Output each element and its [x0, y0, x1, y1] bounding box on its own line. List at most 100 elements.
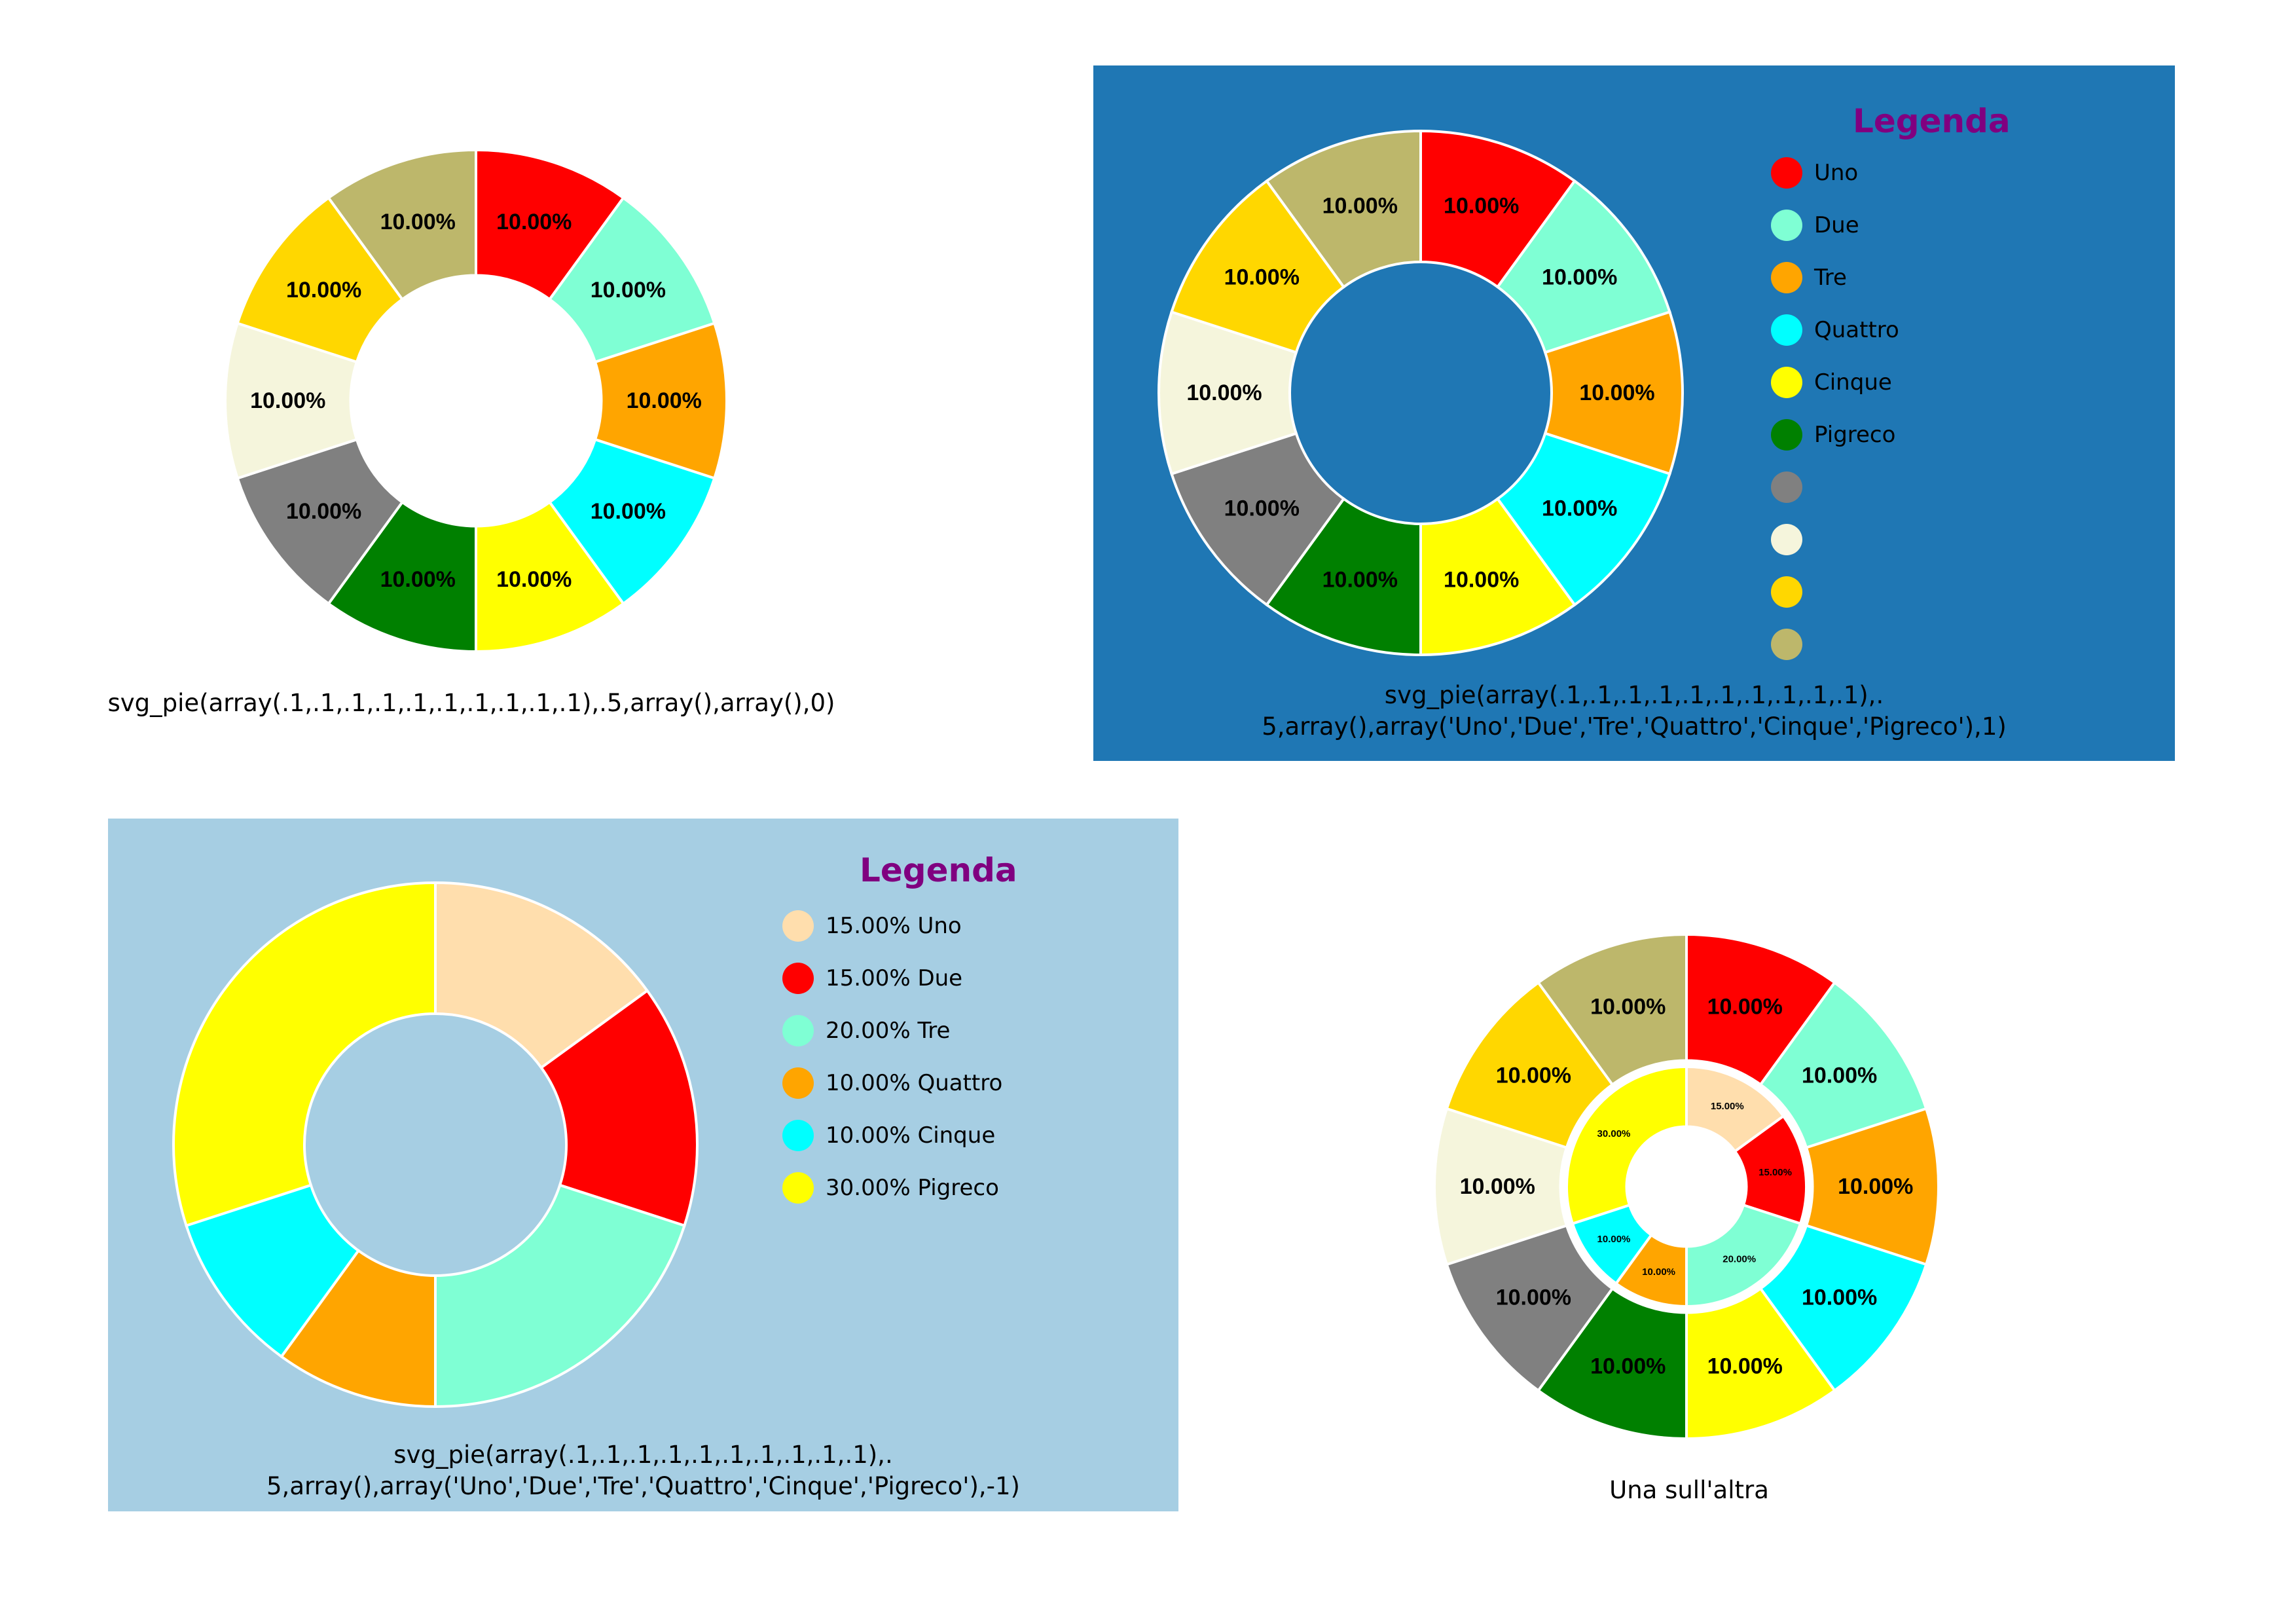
chart-3-legend-label-3: 20.00% Tre: [826, 1018, 951, 1044]
chart-4-caption: Una sull'altra: [1309, 1475, 2069, 1506]
chart-4-ring-1-label-3: 10.00%: [1838, 1174, 1913, 1199]
chart-2-legend-label-1: Uno: [1814, 160, 1859, 186]
chart-4-ring-1-label-7: 10.00%: [1496, 1285, 1571, 1310]
chart-4-ring-2-slice-2: [1733, 1114, 1808, 1226]
donut-chart-3-panel: Legenda 15.00% Uno 15.00% Due 20.00% Tre 10…: [108, 819, 1178, 1511]
chart-2-caption-line-2: 5,array(),array('Uno','Due','Tre','Quatt…: [1262, 712, 2007, 741]
chart-3-caption-line-2: 5,array(),array('Uno','Due','Tre','Quatt…: [266, 1472, 1020, 1500]
chart-1-ring-1-label-10: 10.00%: [380, 210, 456, 234]
chart-2-ring-1-label-6: 10.00%: [1322, 567, 1398, 592]
donut-chart-2: 10.00% 10.00% 10.00% 10.00% 10.00% 10.00% 10.0…: [1157, 129, 1685, 657]
chart-3-legend-swatch-4: [782, 1067, 814, 1099]
chart-4-ring-1-label-4: 10.00%: [1802, 1285, 1877, 1310]
chart-4-caption-line-1: Una sull'altra: [1609, 1476, 1769, 1504]
chart-2-caption-line-1: svg_pie(array(.1,.1,.1,.1,.1,.1,.1,.1,.1…: [1384, 681, 1884, 709]
chart-2-ring-1-label-5: 10.00%: [1444, 567, 1519, 592]
chart-1-ring-1-label-7: 10.00%: [286, 499, 361, 524]
chart-1-ring-1-label-1: 10.00%: [496, 210, 572, 234]
chart-1-caption: svg_pie(array(.1,.1,.1,.1,.1,.1,.1,.1,.1…: [0, 688, 943, 719]
chart-2-ring-1-slice-5: [1419, 497, 1576, 657]
chart-3-ring-1-slice-6: [172, 881, 437, 1228]
chart-2-ring-1-slice-6: [1265, 497, 1422, 657]
chart-4-ring-2-slice-6: [1565, 1065, 1688, 1226]
chart-2-legend-label-3: Tre: [1814, 265, 1847, 291]
donut-chart-3: [172, 881, 699, 1409]
chart-2-ring-1-slice-1: [1419, 129, 1576, 289]
chart-2-legend-swatch-5: [1771, 367, 1802, 398]
chart-2-legend-swatch-2: [1771, 210, 1802, 241]
chart-2-legend-title: Legenda: [1853, 102, 2011, 140]
chart-2-legend-swatch-4: [1771, 314, 1802, 346]
chart-2-legend-swatch-7: [1771, 471, 1802, 503]
donut-chart-1: 10.00% 10.00% 10.00% 10.00% 10.00% 10.00% 10.0…: [224, 148, 728, 654]
chart-3-legend-swatch-1: [782, 910, 814, 942]
chart-4-ring-1-label-9: 10.00%: [1496, 1063, 1571, 1088]
chart-1-ring-1-label-6: 10.00%: [380, 567, 456, 592]
chart-4-ring-1-label-8: 10.00%: [1460, 1174, 1535, 1199]
chart-4-ring-1-slice-10: [1536, 932, 1688, 1087]
chart-3-legend-label-6: 30.00% Pigreco: [826, 1175, 999, 1201]
donut-chart-2-panel: 10.00% 10.00% 10.00% 10.00% 10.00% 10.00% 10.0…: [1093, 65, 2175, 761]
chart-1-ring-1-label-2: 10.00%: [591, 278, 666, 303]
chart-1-ring-1-label-8: 10.00%: [250, 388, 325, 413]
chart-3-legend-title: Legenda: [860, 851, 1017, 889]
chart-2-ring-1-label-8: 10.00%: [1186, 380, 1262, 405]
chart-4-ring-1-label-10: 10.00%: [1590, 994, 1666, 1019]
chart-2-ring-1-slice-10: [1265, 129, 1422, 289]
chart-2-legend-swatch-1: [1771, 157, 1802, 189]
chart-1-ring-1-label-5: 10.00%: [496, 567, 572, 592]
chart-2-ring-1-slice-7: [1170, 432, 1346, 607]
chart-2-legend-swatch-8: [1771, 524, 1802, 555]
chart-3-legend-label-1: 15.00% Uno: [826, 913, 962, 939]
chart-3-legend-label-4: 10.00% Quattro: [826, 1070, 1003, 1096]
chart-3-legend-swatch-6: [782, 1172, 814, 1204]
chart-2-ring-1-label-9: 10.00%: [1224, 265, 1300, 290]
chart-4-ring-2-slice-1: [1685, 1065, 1785, 1154]
chart-3-ring-1-slice-2: [539, 989, 699, 1228]
chart-4-ring-2-label-4: 10.00%: [1642, 1266, 1675, 1278]
chart-3-ring-1-slice-3: [434, 1183, 686, 1409]
donut-chart-4: 10.00% 10.00% 10.00% 10.00% 10.00% 10.00% 10.0…: [1433, 932, 1940, 1441]
chart-2-ring-1-slice-3: [1543, 310, 1685, 476]
chart-2-legend-label-2: Due: [1814, 212, 1859, 238]
chart-2-ring-1-slice-8: [1157, 310, 1298, 476]
chart-4-ring-2-label-2: 15.00%: [1758, 1167, 1792, 1178]
donut-chart-1-panel: 10.00% 10.00% 10.00% 10.00% 10.00% 10.00% 10.0…: [0, 0, 1048, 773]
chart-3-caption: svg_pie(array(.1,.1,.1,.1,.1,.1,.1,.1,.1…: [108, 1439, 1178, 1502]
chart-1-caption-line-1: svg_pie(array(.1,.1,.1,.1,.1,.1,.1,.1,.1…: [107, 689, 835, 717]
chart-2-legend-label-5: Cinque: [1814, 369, 1892, 396]
chart-4-ring-2-label-3: 20.00%: [1722, 1254, 1756, 1265]
chart-4-ring-1-label-1: 10.00%: [1707, 994, 1783, 1019]
chart-4-ring-2-label-5: 10.00%: [1597, 1234, 1631, 1245]
chart-2-ring-1-label-3: 10.00%: [1579, 380, 1654, 405]
chart-3-ring-1-slice-1: [434, 881, 649, 1070]
chart-4-ring-2-label-1: 15.00%: [1711, 1101, 1744, 1112]
chart-2-legend-label-6: Pigreco: [1814, 422, 1896, 448]
chart-1-ring-1-label-3: 10.00%: [627, 388, 702, 413]
chart-1-ring-1-slice-10: [327, 148, 477, 301]
chart-2-ring-1-label-4: 10.00%: [1542, 496, 1617, 521]
chart-4-ring-1-label-6: 10.00%: [1590, 1354, 1666, 1379]
chart-2-caption: svg_pie(array(.1,.1,.1,.1,.1,.1,.1,.1,.1…: [1093, 680, 2175, 743]
chart-2-ring-1-label-10: 10.00%: [1322, 194, 1398, 219]
chart-2-legend-label-4: Quattro: [1814, 317, 1899, 343]
donut-chart-4-panel: 10.00% 10.00% 10.00% 10.00% 10.00% 10.00% 10.0…: [1309, 819, 2160, 1572]
chart-2-ring-1-label-7: 10.00%: [1224, 496, 1300, 521]
chart-2-ring-1-label-2: 10.00%: [1542, 265, 1617, 290]
chart-3-ring-1-slice-4: [280, 1249, 437, 1409]
chart-3-legend-swatch-2: [782, 963, 814, 994]
chart-1-ring-1-label-9: 10.00%: [286, 278, 361, 303]
chart-1-ring-1-label-4: 10.00%: [591, 499, 666, 524]
chart-4-ring-1-label-5: 10.00%: [1707, 1354, 1783, 1379]
chart-4-ring-1-label-2: 10.00%: [1802, 1063, 1877, 1088]
chart-3-legend-label-2: 15.00% Due: [826, 965, 963, 991]
chart-2-ring-1-slice-2: [1495, 179, 1671, 354]
chart-2-ring-1-slice-4: [1495, 432, 1671, 607]
chart-2-ring-1-slice-9: [1170, 179, 1346, 354]
chart-4-ring-2-label-6: 30.00%: [1597, 1128, 1631, 1139]
chart-3-caption-line-1: svg_pie(array(.1,.1,.1,.1,.1,.1,.1,.1,.1…: [393, 1441, 893, 1469]
chart-2-ring-1-label-1: 10.00%: [1444, 194, 1519, 219]
chart-2-legend-swatch-6: [1771, 419, 1802, 451]
chart-2-legend-swatch-9: [1771, 576, 1802, 608]
chart-2-legend-swatch-3: [1771, 262, 1802, 293]
